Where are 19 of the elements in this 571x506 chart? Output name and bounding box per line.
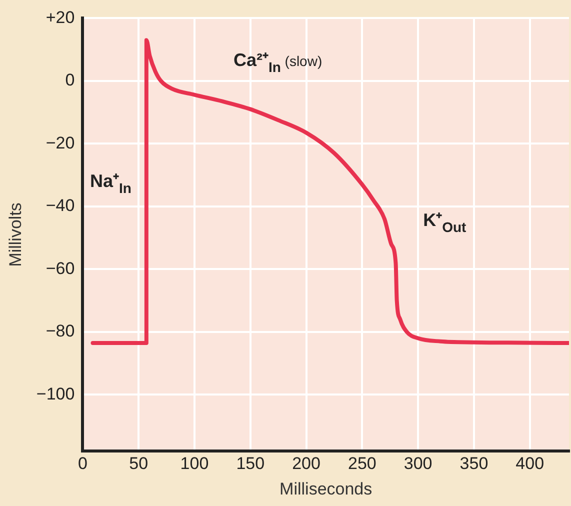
line-series [90, 38, 569, 345]
y-tick-label: −20 [46, 133, 75, 152]
x-tick-label: 250 [348, 454, 376, 474]
x-tick-label: 400 [516, 454, 544, 474]
y-tick-label: −40 [46, 196, 75, 216]
x-tick-label: 50 [129, 454, 148, 474]
y-tick-label: 0 [65, 70, 75, 90]
y-tick-label: −60 [46, 258, 75, 278]
x-tick-label: 0 [78, 454, 88, 474]
y-tick-label: +20 [46, 8, 75, 27]
x-tick-label: 300 [404, 454, 432, 474]
x-axis-title: Milliseconds [280, 479, 372, 498]
x-tick-label: 100 [180, 454, 209, 474]
y-axis-title: Millivolts [6, 202, 25, 267]
x-tick-label: 200 [292, 454, 320, 474]
x-tick-label: 150 [236, 454, 265, 474]
x-tick-label: 350 [460, 454, 488, 474]
y-tick-label: −80 [46, 322, 75, 341]
y-tick-label: −100 [36, 384, 75, 404]
